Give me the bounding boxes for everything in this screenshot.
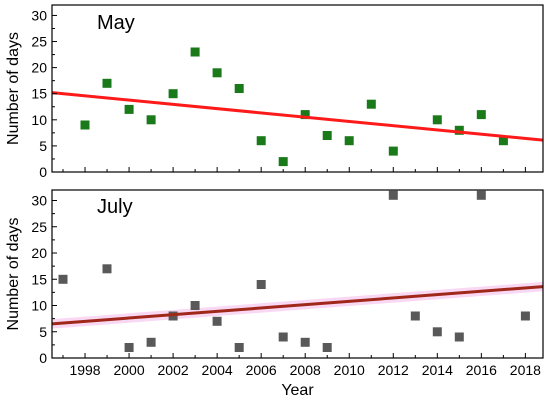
panel-title: May <box>97 12 135 34</box>
data-point <box>498 136 508 146</box>
data-point <box>366 99 376 109</box>
x-tick-label: 2008 <box>290 362 321 378</box>
data-point <box>190 47 200 57</box>
plot-frame <box>51 4 544 173</box>
data-point <box>234 84 244 93</box>
y-tick-label: 5 <box>39 324 47 340</box>
panel-july: 0 5 10 15 20 25 30 1998 2000 2002 2004 2006 2008 2010… <box>5 189 544 399</box>
x-tick-label: 2018 <box>510 362 541 378</box>
data-point <box>102 78 112 88</box>
x-tick-label: 2012 <box>378 362 409 378</box>
data-point <box>300 110 310 120</box>
y-tick-label: 10 <box>31 112 47 128</box>
data-point <box>454 125 464 135</box>
y-tick-label: 30 <box>31 7 47 23</box>
data-point <box>212 316 222 326</box>
data-point <box>256 136 266 146</box>
data-point <box>476 110 486 120</box>
x-tick-label: 2010 <box>334 362 365 378</box>
x-tick-label: 2002 <box>158 362 189 378</box>
y-tick-label: 10 <box>31 298 47 314</box>
x-tick-label: 2004 <box>202 362 233 378</box>
data-point <box>388 190 398 200</box>
data-point <box>476 190 486 200</box>
y-tick-label: 25 <box>31 34 47 50</box>
data-point <box>234 343 244 352</box>
panel-title: July <box>97 196 133 218</box>
x-axis-label: Year <box>281 382 314 399</box>
data-point <box>124 104 134 114</box>
y-tick-label: 15 <box>31 86 47 102</box>
data-point <box>146 115 156 125</box>
data-point <box>278 157 288 167</box>
plot-frame <box>51 189 544 359</box>
data-point <box>278 332 288 342</box>
x-tick-label: 2016 <box>466 362 497 378</box>
data-point <box>410 311 420 321</box>
y-tick-label: 30 <box>31 193 47 209</box>
data-point <box>322 131 332 140</box>
data-point <box>388 146 398 156</box>
panel-may: 0 5 10 15 20 25 30 May Number of days <box>5 4 544 180</box>
data-point <box>344 136 354 146</box>
data-point <box>520 311 530 321</box>
data-point <box>146 337 156 347</box>
y-tick-label: 25 <box>31 219 47 235</box>
data-point <box>190 301 200 310</box>
x-tick-label: 2000 <box>113 362 144 378</box>
data-point <box>256 280 266 289</box>
trend-line <box>51 91 544 142</box>
data-point <box>322 343 332 352</box>
data-point <box>432 327 442 337</box>
trend-line <box>51 285 544 326</box>
x-tick-label: 1998 <box>69 362 100 378</box>
data-point <box>58 274 68 284</box>
x-tick-label: 2014 <box>422 362 453 378</box>
y-tick-label: 5 <box>39 138 47 154</box>
y-tick-label: 0 <box>39 164 47 180</box>
data-point <box>80 120 90 130</box>
data-point <box>432 115 442 125</box>
x-tick-label: 2006 <box>246 362 277 378</box>
y-tick-label: 20 <box>31 60 47 76</box>
data-point <box>212 68 222 78</box>
data-point <box>300 337 310 347</box>
y-axis-label: Number of days <box>5 218 22 331</box>
y-tick-label: 15 <box>31 271 47 287</box>
data-point <box>124 343 134 352</box>
data-point <box>454 332 464 342</box>
y-axis-label: Number of days <box>5 32 22 145</box>
data-point <box>102 264 112 274</box>
data-point <box>168 89 178 99</box>
y-tick-label: 0 <box>39 350 47 366</box>
y-tick-label: 20 <box>31 245 47 261</box>
